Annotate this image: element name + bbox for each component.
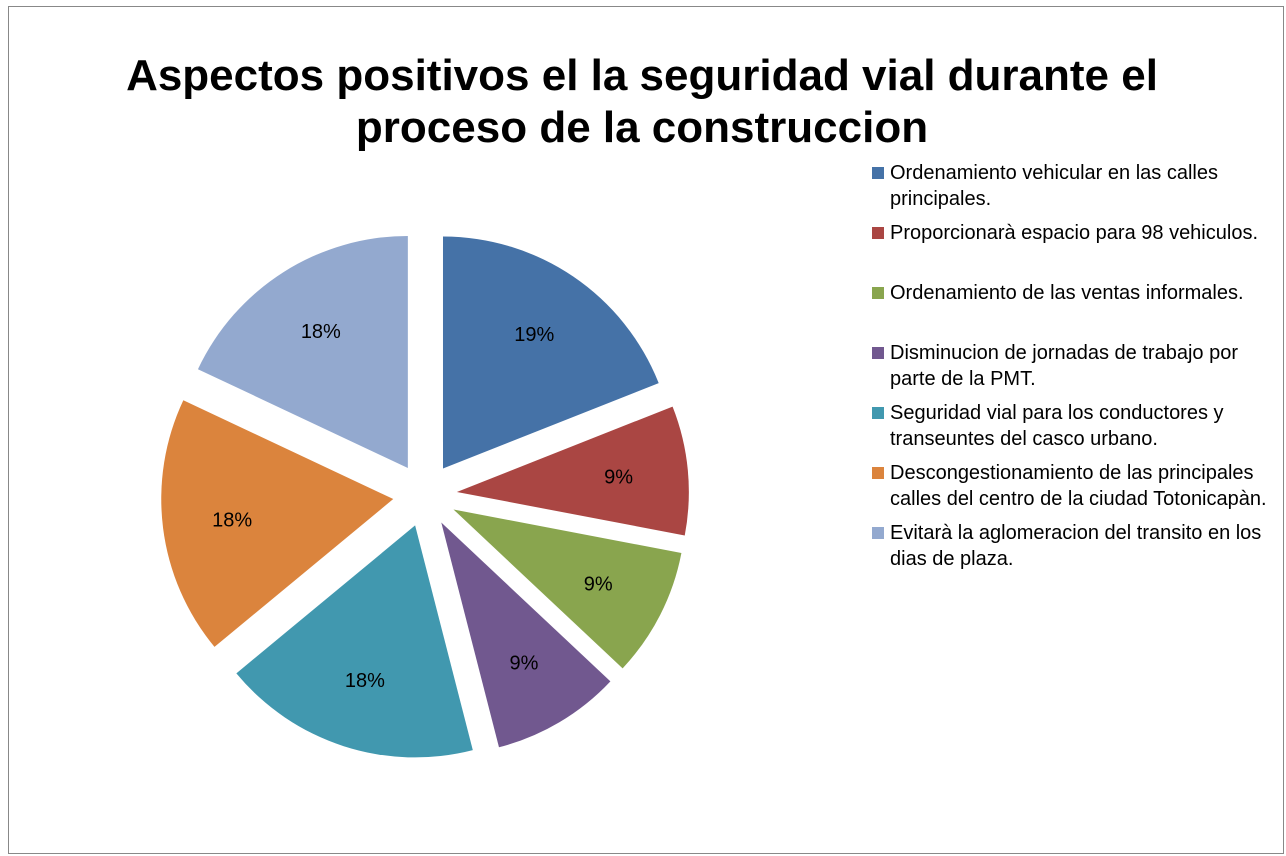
legend-swatch [872, 467, 884, 479]
pie-slice [236, 525, 473, 758]
pie-slice [441, 522, 611, 748]
legend-label: Disminucion de jornadas de trabajo por p… [890, 342, 1238, 390]
pie-slice [161, 400, 394, 647]
data-label: 18% [301, 321, 341, 343]
legend-label: Evitarà la aglomeracion del transito en … [890, 522, 1262, 570]
legend-label: Ordenamiento de las ventas informales. [890, 282, 1244, 304]
data-label: 18% [212, 509, 252, 531]
legend-label: Ordenamiento vehicular en las calles pri… [890, 162, 1218, 210]
chart-frame [8, 6, 1284, 854]
legend-swatch [872, 167, 884, 179]
pie-slice [197, 235, 408, 468]
data-label: 9% [510, 652, 539, 674]
data-label: 19% [514, 324, 554, 346]
pie-slice [456, 406, 689, 536]
legend-swatch [872, 407, 884, 419]
data-label: 9% [604, 467, 633, 489]
data-label: 18% [345, 670, 385, 692]
pie-slice [453, 509, 682, 669]
legend-label: Descongestionamiento de las principales … [890, 462, 1267, 510]
legend-swatch [872, 227, 884, 239]
legend-swatch [872, 287, 884, 299]
chart-title: Aspectos positivos el la seguridad vial … [126, 51, 1158, 152]
legend-swatch [872, 347, 884, 359]
legend-swatch [872, 527, 884, 539]
data-label: 9% [584, 573, 613, 595]
legend-label: Proporcionarà espacio para 98 vehiculos. [890, 222, 1258, 244]
pie-slice [442, 236, 659, 469]
legend-label: Seguridad vial para los conductores y tr… [890, 402, 1224, 450]
